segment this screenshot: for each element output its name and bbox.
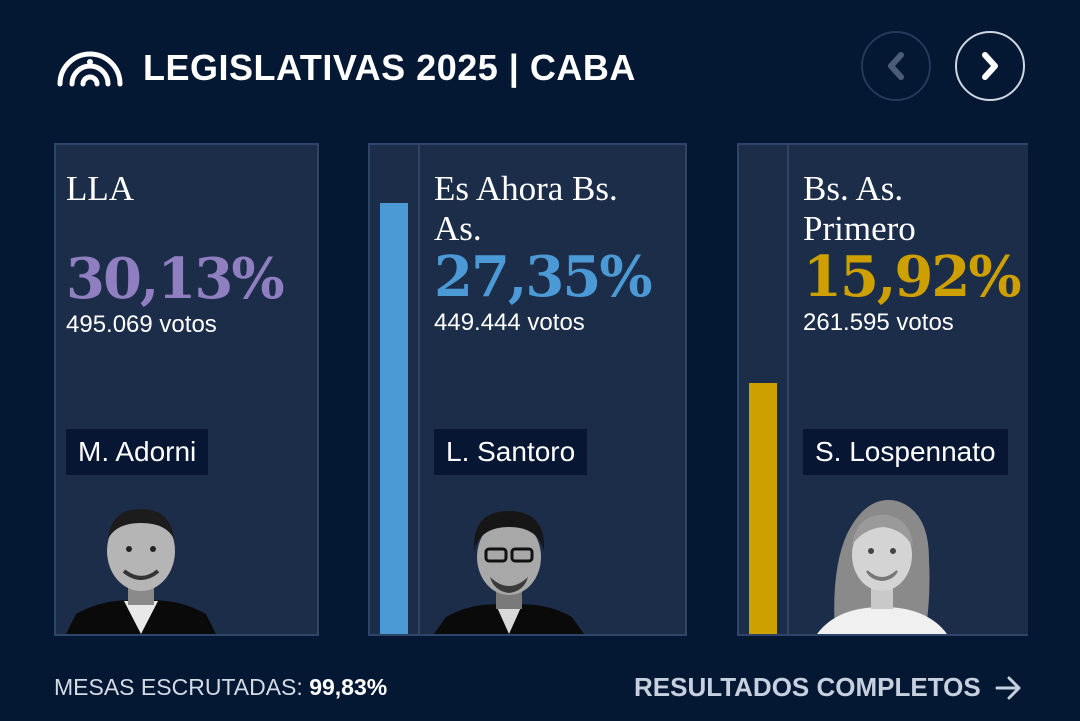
- candidate-portrait: [66, 509, 216, 634]
- candidate-name: L. Santoro: [434, 429, 588, 475]
- mesas-value: 99,83%: [309, 674, 388, 700]
- dome-logo-icon: [57, 51, 123, 87]
- resultados-label: RESULTADOS COMPLETOS: [634, 672, 981, 702]
- vote-count: 495.069 votos: [66, 311, 217, 338]
- vote-count: 261.595 votos: [803, 309, 954, 336]
- candidate-portrait: [434, 511, 584, 634]
- arrow-right-icon: [995, 676, 1021, 699]
- candidate-name: M. Adorni: [66, 429, 209, 475]
- vote-count: 449.444 votos: [434, 309, 585, 336]
- result-card-bs-as-primero[interactable]: Bs. As. Primero 15,92% 261.595 votos S. …: [737, 143, 1028, 636]
- mesas-label: MESAS ESCRUTADAS:: [54, 674, 303, 700]
- party-name: Es Ahora Bs. As.: [434, 169, 618, 248]
- results-carousel[interactable]: LLA 30,13% 495.069 votos M. Adorni Es Ah…: [54, 143, 1028, 636]
- vote-bar: [749, 383, 777, 634]
- vote-bar: [380, 203, 408, 634]
- bar-column: [739, 145, 789, 634]
- mesas-escrutadas: MESAS ESCRUTADAS: 99,83%: [54, 674, 387, 701]
- bar-column: [370, 145, 420, 634]
- result-card-es-ahora[interactable]: Es Ahora Bs. As. 27,35% 449.444 votos L.…: [368, 143, 687, 636]
- candidate-portrait: [817, 499, 947, 634]
- prev-button[interactable]: [861, 31, 931, 101]
- chevron-right-icon: [982, 52, 998, 80]
- vote-percentage: 30,13%: [66, 246, 285, 312]
- candidate-name: S. Lospennato: [803, 429, 1008, 475]
- result-card-lla[interactable]: LLA 30,13% 495.069 votos M. Adorni: [54, 143, 319, 636]
- header: LEGISLATIVAS 2025 | CABA: [57, 42, 636, 94]
- page-title: LEGISLATIVAS 2025 | CABA: [143, 47, 636, 88]
- party-name: LLA: [66, 169, 135, 208]
- chevron-left-icon: [888, 52, 904, 80]
- vote-percentage: 27,35%: [434, 244, 653, 310]
- party-name: Bs. As. Primero: [803, 169, 916, 248]
- vote-percentage: 15,92%: [803, 244, 1022, 310]
- next-button[interactable]: [955, 31, 1025, 101]
- resultados-completos-link[interactable]: RESULTADOS COMPLETOS: [634, 672, 1023, 703]
